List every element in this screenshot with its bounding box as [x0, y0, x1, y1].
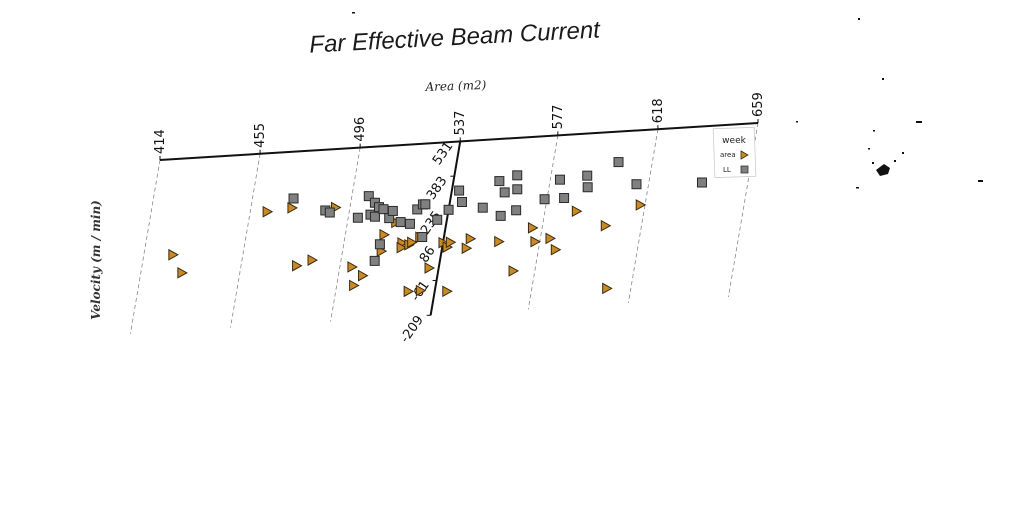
data-points — [168, 157, 707, 298]
point-area-33 — [571, 205, 583, 218]
point-ll-24 — [477, 202, 488, 213]
point-area-27 — [494, 235, 505, 248]
gridline-2 — [330, 147, 361, 322]
point-ll-16 — [412, 204, 423, 215]
point-ll-3 — [352, 212, 363, 223]
point-area-36 — [635, 199, 647, 211]
legend-marker-ll — [740, 165, 749, 174]
series-ll — [288, 157, 707, 266]
point-area-23 — [445, 236, 457, 249]
point-ll-11 — [374, 239, 385, 250]
x-tick-label-4: 577 — [551, 105, 566, 130]
x-tick-label-0: 414 — [153, 129, 168, 154]
point-area-32 — [550, 243, 562, 256]
x-tick-label-2: 496 — [353, 117, 368, 142]
point-area-26 — [465, 232, 477, 245]
point-area-7 — [347, 261, 358, 273]
point-ll-2 — [324, 207, 335, 218]
y-tick-label-5: -209 — [398, 313, 427, 346]
series-area — [168, 199, 647, 298]
x-tick-label-1: 455 — [253, 123, 268, 148]
point-area-25 — [461, 242, 473, 255]
y-tick-label-3: 86 — [417, 244, 439, 266]
gridline-0 — [130, 159, 161, 334]
y-axis-label: Velocity (m / min) — [89, 200, 103, 320]
y-tick-label-1: 383 — [424, 174, 451, 203]
point-ll-9 — [378, 204, 389, 215]
point-ll-26 — [499, 187, 510, 198]
point-ll-34 — [582, 170, 593, 181]
point-area-20 — [424, 262, 436, 274]
point-ll-23 — [456, 197, 467, 208]
point-area-3 — [287, 202, 298, 214]
point-area-16 — [407, 236, 418, 249]
x-tick-label-5: 618 — [651, 98, 666, 123]
point-area-8 — [349, 279, 360, 292]
point-area-2 — [262, 205, 274, 218]
point-ll-18 — [420, 199, 431, 210]
point-ll-0 — [288, 193, 299, 204]
point-ll-37 — [631, 179, 642, 190]
legend-label-ll: LL — [723, 166, 731, 174]
point-ll-33 — [559, 193, 570, 204]
x-tick-label-3: 537 — [453, 111, 468, 136]
point-ll-13 — [387, 205, 398, 216]
point-ll-4 — [363, 191, 374, 202]
point-area-9 — [358, 269, 369, 282]
point-ll-31 — [539, 194, 550, 205]
legend-box — [712, 126, 757, 179]
point-area-10 — [379, 228, 390, 241]
point-ll-38 — [696, 177, 707, 188]
point-ll-36 — [613, 157, 624, 168]
point-ll-27 — [495, 210, 506, 221]
point-area-29 — [527, 222, 539, 234]
point-area-1 — [177, 266, 188, 279]
point-ll-19 — [417, 232, 428, 243]
point-area-5 — [307, 254, 319, 266]
point-area-28 — [508, 265, 520, 277]
point-ll-28 — [512, 170, 523, 181]
x-axis-label: Area (m2) — [424, 78, 487, 94]
legend-marker-area — [740, 150, 749, 160]
legend-title: week — [722, 136, 746, 146]
point-ll-30 — [511, 205, 522, 216]
chart-title: Far Effective Beam Current — [309, 16, 602, 58]
chart-title-text: Far Effective Beam Current — [309, 16, 602, 58]
point-ll-14 — [395, 217, 406, 228]
point-area-14 — [396, 241, 408, 254]
point-ll-21 — [443, 204, 454, 215]
point-area-30 — [530, 235, 541, 248]
point-ll-7 — [369, 211, 380, 222]
point-area-0 — [168, 248, 179, 261]
point-ll-29 — [512, 184, 523, 195]
legend: week area LL — [712, 126, 757, 179]
point-area-18 — [415, 284, 427, 297]
point-ll-15 — [404, 218, 415, 229]
point-area-31 — [545, 232, 557, 245]
point-area-35 — [602, 282, 613, 295]
point-area-4 — [292, 259, 303, 272]
background-specks — [352, 12, 983, 189]
point-ll-25 — [494, 176, 505, 187]
point-ll-35 — [582, 182, 593, 193]
x-axis: 414 455 496 537 577 618 659 — [153, 92, 766, 161]
gridline-4 — [527, 135, 559, 310]
y-axis-line — [429, 141, 462, 316]
point-area-24 — [442, 285, 453, 298]
gridline-1 — [230, 153, 261, 328]
legend-label-area: area — [720, 151, 736, 159]
point-ll-20 — [432, 214, 443, 225]
point-area-17 — [403, 285, 415, 298]
point-area-34 — [600, 219, 612, 232]
point-ll-22 — [454, 185, 465, 196]
point-ll-32 — [554, 174, 565, 185]
point-ll-10 — [369, 255, 380, 266]
x-tick-label-6: 659 — [751, 92, 766, 117]
gridline-5 — [627, 129, 659, 304]
